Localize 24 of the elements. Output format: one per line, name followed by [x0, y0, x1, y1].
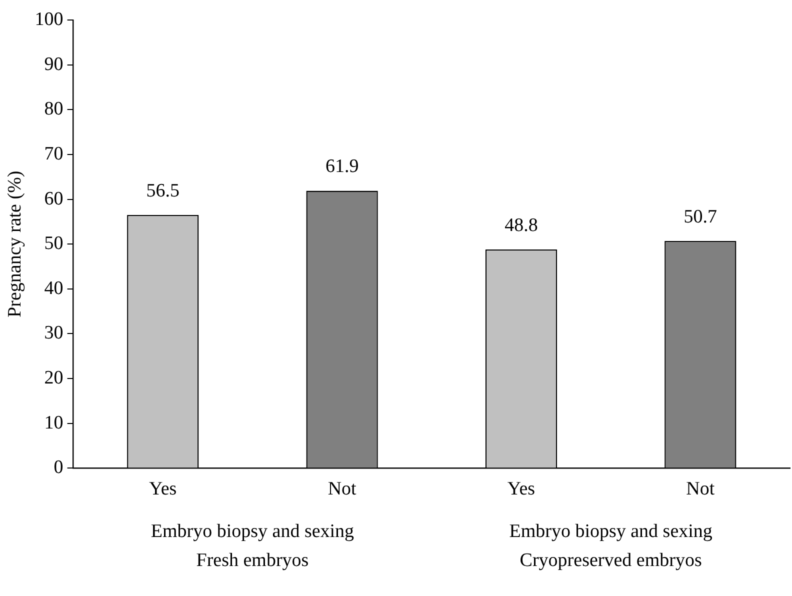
x-tick-label: Yes [149, 478, 177, 500]
y-tick-label: 50 [44, 233, 64, 254]
y-tick-label: 10 [44, 412, 64, 434]
y-axis-title: Pregnancy rate (%) [4, 170, 26, 318]
y-tick-label: 90 [44, 54, 64, 75]
y-tick-label: 30 [44, 322, 64, 344]
x-tick-label: Yes [507, 478, 536, 500]
text: Fresh embryos [196, 550, 309, 572]
text: Cryopreserved embryos [520, 550, 702, 572]
y-tick-label: 70 [44, 143, 64, 164]
x-tick-label: Not [686, 478, 716, 500]
y-tick-label: 60 [44, 188, 64, 210]
text: Embryo biopsy and sexing [150, 521, 355, 542]
y-tick-label: 100 [34, 8, 64, 30]
y-tick-label: 20 [44, 368, 64, 389]
data-label: 48.8 [504, 214, 538, 236]
y-tick-label: 0 [54, 457, 64, 478]
x-tick-label: Not [328, 478, 358, 500]
data-label: 50.7 [684, 206, 718, 228]
data-label: 56.5 [146, 180, 180, 202]
y-tick-label: 80 [44, 98, 64, 120]
data-label: 61.9 [325, 156, 359, 178]
text: Embryo biopsy and sexing [509, 521, 713, 542]
y-tick-label: 40 [44, 278, 64, 299]
